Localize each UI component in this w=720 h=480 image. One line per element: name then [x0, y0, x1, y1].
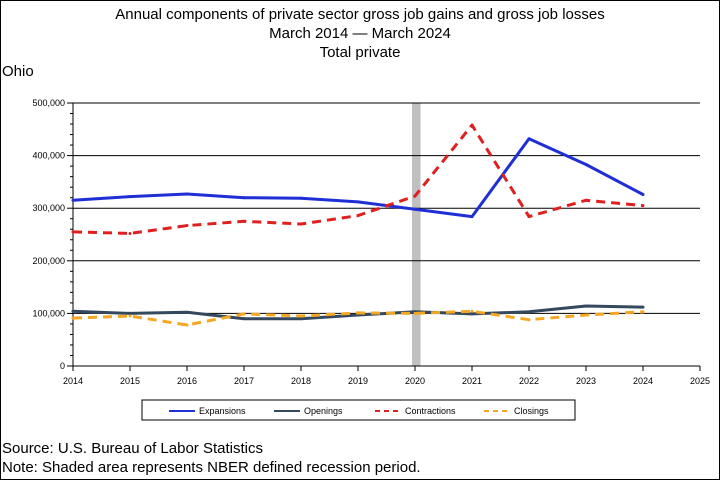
- data-point-expansions: [584, 163, 588, 167]
- data-point-expansions: [299, 196, 303, 200]
- data-point-openings: [128, 311, 132, 315]
- data-point-expansions: [356, 200, 360, 204]
- source-note: Source: U.S. Bureau of Labor Statistics: [2, 440, 263, 457]
- legend-label-expansions: Expansions: [199, 406, 246, 416]
- data-point-closings: [527, 318, 531, 322]
- x-tick-label: 2025: [690, 376, 710, 386]
- x-tick-label: 2024: [633, 376, 653, 386]
- legend: Expansions Openings Contractions Closings: [141, 399, 576, 421]
- data-point-openings: [584, 304, 588, 308]
- data-point-openings: [470, 312, 474, 316]
- axis-layer: 0 100,000 200,000 300,000 400,000 500,000 2014…: [32, 98, 710, 386]
- chart-subtitle-period: March 2014 — March 2024: [269, 25, 451, 42]
- data-point-openings: [299, 317, 303, 321]
- chart-title: Annual components of private sector gros…: [115, 6, 605, 23]
- legend-label-contractions: Contractions: [405, 406, 456, 416]
- data-point-expansions: [242, 196, 246, 200]
- y-tick-label: 200,000: [32, 256, 65, 266]
- x-tick-label: 2016: [177, 376, 197, 386]
- data-point-contractions: [413, 194, 417, 198]
- data-point-contractions: [185, 224, 189, 228]
- x-tick-label: 2020: [405, 376, 425, 386]
- data-point-openings: [527, 310, 531, 314]
- gridline-layer: [73, 102, 700, 314]
- data-point-closings: [641, 310, 645, 314]
- y-tick-label: 400,000: [32, 151, 65, 161]
- state-label: Ohio: [2, 63, 34, 80]
- series-line-expansions: [72, 137, 644, 219]
- data-point-contractions: [128, 231, 132, 235]
- series-layer: [71, 123, 645, 327]
- data-point-expansions: [71, 198, 75, 202]
- data-point-expansions: [185, 192, 189, 196]
- data-point-openings: [641, 305, 645, 309]
- data-point-openings: [242, 317, 246, 321]
- legend-label-closings: Closings: [514, 406, 549, 416]
- data-point-contractions: [299, 222, 303, 226]
- recession-note: Note: Shaded area represents NBER define…: [2, 459, 421, 476]
- legend-box: [141, 399, 576, 421]
- x-tick-label: 2019: [348, 376, 368, 386]
- data-point-openings: [71, 309, 75, 313]
- chart-subtitle-industry: Total private: [319, 44, 401, 61]
- x-tick-label: 2022: [519, 376, 539, 386]
- data-point-contractions: [242, 219, 246, 223]
- data-point-closings: [128, 314, 132, 318]
- x-tick-label: 2014: [63, 376, 83, 386]
- data-point-contractions: [470, 123, 474, 127]
- data-point-contractions: [527, 215, 531, 219]
- data-point-closings: [185, 323, 189, 327]
- data-point-contractions: [584, 198, 588, 202]
- x-tick-label: 2018: [291, 376, 311, 386]
- x-tick-label: 2021: [462, 376, 482, 386]
- data-point-expansions: [128, 195, 132, 199]
- x-tick-label: 2015: [120, 376, 140, 386]
- y-tick-label: 100,000: [32, 308, 65, 318]
- data-point-closings: [242, 312, 246, 316]
- recession-shade: [412, 103, 421, 366]
- data-point-closings: [71, 316, 75, 320]
- data-point-openings: [185, 310, 189, 314]
- y-tick-label: 500,000: [32, 98, 65, 108]
- data-point-expansions: [527, 137, 531, 141]
- x-tick-label: 2017: [234, 376, 254, 386]
- data-point-expansions: [641, 193, 645, 197]
- x-tick-label: 2023: [576, 376, 596, 386]
- data-point-contractions: [356, 214, 360, 218]
- y-tick-label: 300,000: [32, 203, 65, 213]
- recession-shade-layer: [412, 103, 421, 366]
- data-point-expansions: [470, 215, 474, 219]
- data-point-closings: [356, 311, 360, 315]
- data-point-expansions: [413, 207, 417, 211]
- data-point-closings: [584, 313, 588, 317]
- data-point-closings: [299, 314, 303, 318]
- data-point-closings: [470, 309, 474, 313]
- data-point-contractions: [641, 204, 645, 208]
- y-tick-label: 0: [60, 361, 65, 371]
- legend-label-openings: Openings: [304, 406, 343, 416]
- data-point-contractions: [71, 230, 75, 234]
- series-line-contractions: [72, 123, 644, 235]
- data-point-closings: [413, 311, 417, 315]
